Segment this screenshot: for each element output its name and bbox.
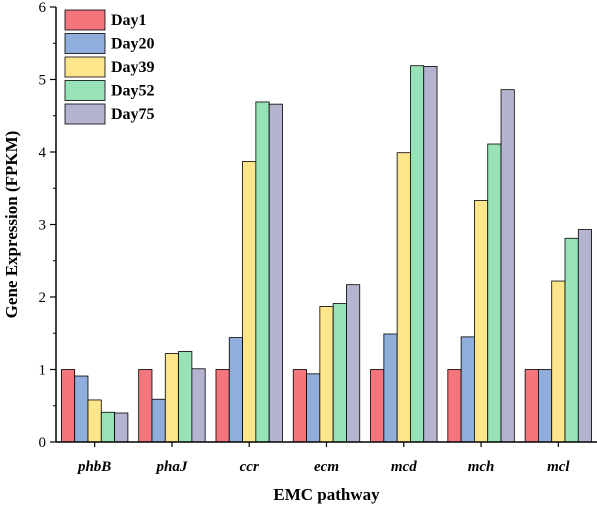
legend-swatch-day52 (64, 80, 106, 101)
x-tick-label-mcd: mcd (391, 459, 417, 475)
bar-phbB-day52 (100, 411, 115, 443)
legend-label-day75: Day75 (111, 106, 155, 123)
y-tick-label-0: 0 (39, 435, 47, 451)
legend-swatch-day20 (64, 33, 106, 54)
bars-group (60, 65, 593, 443)
x-tick-label-ccr: ccr (240, 459, 259, 475)
bar-mcd-day75 (423, 66, 438, 443)
y-tick-label-4: 4 (39, 145, 47, 161)
bar-mch-day1 (447, 369, 462, 443)
bar-ccr-day39 (242, 161, 257, 443)
legend-swatch-day39 (64, 56, 106, 78)
bar-ecm-day20 (306, 373, 321, 443)
bar-mcl-day20 (538, 369, 553, 443)
bar-ccr-day75 (268, 103, 283, 443)
y-tick-label-5: 5 (39, 73, 47, 89)
bar-mcl-day52 (564, 237, 579, 443)
y-tick-label-2: 2 (39, 290, 47, 306)
bar-mch-day20 (460, 336, 475, 443)
legend-label-day20: Day20 (111, 36, 155, 53)
legend-label-day39: Day39 (111, 59, 155, 76)
bar-phbB-day39 (87, 399, 102, 443)
bar-ccr-day52 (255, 101, 270, 443)
bar-mch-day52 (487, 143, 502, 443)
bar-mcl-day1 (524, 369, 539, 443)
bar-phbB-day20 (74, 375, 89, 443)
bar-mcd-day52 (410, 65, 425, 443)
axes-group: phbB phaJ ccr ecm mcd mch mcl 0 1 2 3 4 5 6 (39, 0, 597, 475)
legend: Day1 Day20 Day39 Day52 Day75 (64, 9, 155, 125)
bar-mcd-day39 (396, 152, 411, 443)
bar-ccr-day1 (215, 369, 230, 443)
bar-mcd-day20 (383, 333, 398, 443)
bar-mch-day39 (474, 200, 489, 443)
bar-mcl-day75 (577, 229, 593, 443)
y-tick-label-1: 1 (39, 363, 47, 379)
legend-swatch-day75 (64, 103, 106, 125)
bar-ecm-day39 (319, 306, 334, 443)
x-tick-label-ecm: ecm (314, 459, 339, 475)
bar-phbB-day1 (60, 369, 76, 443)
legend-label-day52: Day52 (111, 83, 155, 100)
bar-ccr-day20 (228, 337, 243, 443)
bar-phaJ-day39 (164, 353, 179, 443)
x-axis-title: EMC pathway (273, 485, 380, 504)
bar-ecm-day75 (346, 284, 361, 443)
bar-ecm-day52 (332, 303, 347, 443)
x-tick-label-phaJ: phaJ (155, 459, 188, 475)
y-tick-label-3: 3 (39, 218, 47, 234)
y-tick-label-6: 6 (39, 0, 47, 16)
bar-phaJ-day75 (191, 368, 206, 443)
bar-phaJ-day52 (178, 350, 193, 443)
x-tick-label-mcl: mcl (547, 459, 570, 475)
bar-mcd-day1 (370, 369, 385, 443)
bar-mcl-day39 (551, 280, 566, 443)
bar-phbB-day75 (114, 412, 129, 443)
bar-ecm-day1 (292, 369, 307, 443)
y-axis-title: Gene Expression (FPKM) (2, 131, 21, 319)
x-tick-label-phbB: phbB (76, 459, 111, 475)
bar-mch-day75 (500, 89, 515, 443)
bar-phaJ-day20 (151, 398, 166, 443)
x-tick-label-mch: mch (468, 459, 495, 475)
legend-swatch-day1 (64, 9, 106, 31)
legend-label-day1: Day1 (111, 12, 147, 29)
bar-phaJ-day1 (138, 369, 153, 443)
